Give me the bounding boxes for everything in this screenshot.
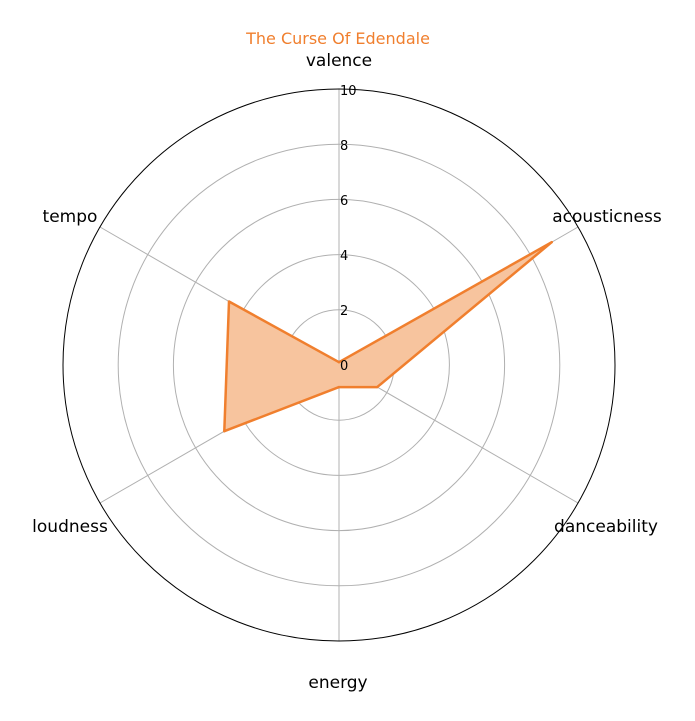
data-point-loudness — [223, 430, 226, 433]
radial-tick-6: 6 — [340, 194, 348, 209]
data-point-acousticness — [550, 240, 553, 244]
data-point-valence — [337, 361, 341, 364]
axis-label-danceability: danceability — [554, 517, 658, 537]
data-point-tempo — [227, 300, 231, 303]
spoke-danceability — [338, 364, 579, 504]
radial-tick-4: 4 — [340, 249, 348, 264]
grid-ring-8 — [117, 143, 561, 587]
outer-frame — [62, 88, 616, 642]
data-point-danceability — [376, 385, 379, 389]
axis-label-energy: energy — [308, 673, 367, 693]
radar-data — [223, 240, 553, 433]
radial-tick-8: 8 — [340, 139, 348, 154]
axis-label-loudness: loudness — [32, 517, 108, 537]
data-point-energy — [337, 385, 341, 389]
chart-title: The Curse Of Edendale — [245, 29, 430, 48]
grid-ring-6 — [172, 198, 506, 532]
radial-tick-0: 0 — [340, 359, 348, 374]
axis-label-valence: valence — [306, 51, 372, 71]
radial-tick-10: 10 — [340, 84, 357, 99]
axis-label-acousticness: acousticness — [552, 207, 662, 227]
radial-tick-2: 2 — [340, 304, 348, 319]
axis-label-tempo: tempo — [43, 207, 98, 227]
